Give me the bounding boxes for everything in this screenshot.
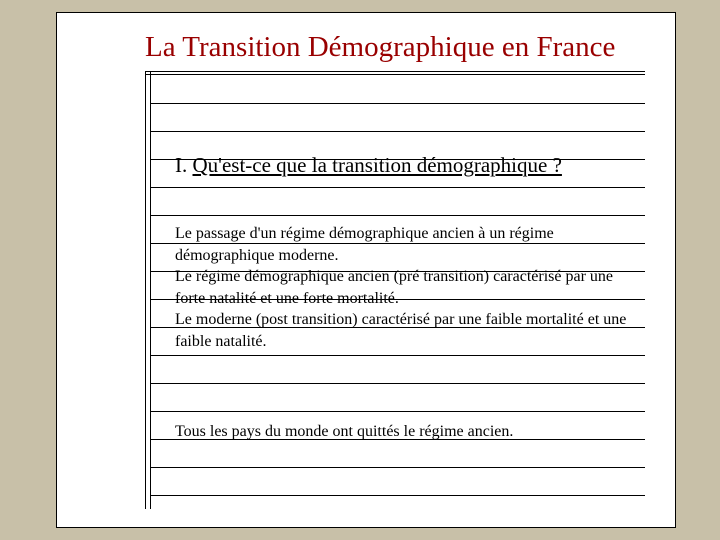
ruled-line [150, 215, 645, 216]
ruled-line [150, 131, 645, 132]
ruled-line [150, 467, 645, 468]
ruled-line [150, 411, 645, 412]
ruled-line [150, 103, 645, 104]
section-heading-prefix: I. [175, 153, 193, 177]
ruled-line [150, 187, 645, 188]
paper-sheet: La Transition Démographique en France I.… [56, 12, 676, 528]
margin-rule-1 [145, 71, 146, 509]
ruled-line [150, 355, 645, 356]
margin-rule-2 [150, 71, 151, 509]
ruled-line [150, 495, 645, 496]
body-paragraph: Le régime démographique ancien (pré tran… [175, 266, 630, 309]
page-title: La Transition Démographique en France [145, 31, 615, 64]
footer-text: Tous les pays du monde ont quittés le ré… [175, 421, 630, 443]
header-rule [145, 71, 645, 75]
body-paragraph: Le moderne (post transition) caractérisé… [175, 309, 630, 352]
body-text: Le passage d'un régime démographique anc… [175, 223, 630, 353]
section-heading-text: Qu'est-ce que la transition démographiqu… [193, 153, 562, 177]
body-paragraph: Le passage d'un régime démographique anc… [175, 223, 630, 266]
section-heading: I. Qu'est-ce que la transition démograph… [175, 153, 562, 178]
ruled-line [150, 383, 645, 384]
